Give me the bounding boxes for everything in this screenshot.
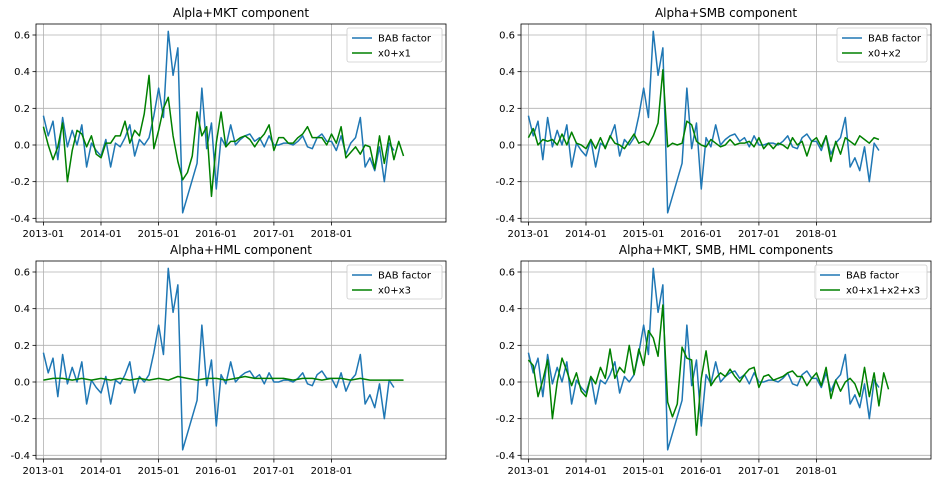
x-tick-label: 2016-01 [195,466,237,477]
y-tick-label: -0.4 [10,451,30,462]
series-line-bab-factor [42,30,395,214]
y-tick-label: -0.2 [495,414,515,425]
legend-label: x0+x1 [378,49,411,60]
chart-title: Alpla+MKT component [173,6,310,20]
chart-title: Alpha+MKT, SMB, HML components [619,243,833,257]
series-line-model [43,375,404,381]
y-tick-label: 0.2 [499,104,515,115]
x-tick-label: 2013-01 [508,229,550,240]
x-tick-label: 2017-01 [738,466,780,477]
x-tick-label: 2014-01 [565,229,607,240]
series-line-model [527,304,890,436]
subplot-2: 0.6 0.4 0.2 0.0 -0.2 -0.4 2013-01 2014-01 2015-0… [495,6,932,240]
x-tick-label: 2015-01 [138,229,180,240]
axes-frame [520,260,932,460]
y-tick-label: 0.4 [499,304,515,315]
x-tick-label: 2015-01 [138,466,180,477]
series-line-model [527,69,880,163]
subplot-4: 0.6 0.4 0.2 0.0 -0.2 -0.4 2013-01 2014-01 2015-0… [495,243,932,477]
subplot-3: 0.6 0.4 0.2 0.0 -0.2 -0.4 2013-01 2014-01 2015-0… [10,243,447,477]
x-tick-label: 2013-01 [508,466,550,477]
y-tick-label: -0.2 [10,177,30,188]
x-tick-label: 2015-01 [623,229,665,240]
y-tick-label: 0.6 [14,268,30,279]
axes-frame [520,23,932,223]
x-tick-label: 2017-01 [738,229,780,240]
chart-title: Alpha+HML component [170,243,312,257]
x-tick-label: 2017-01 [253,466,295,477]
y-tick-label: -0.4 [10,214,30,225]
chart-title: Alpha+SMB component [655,6,797,20]
axes-frame [35,23,447,223]
x-tick-label: 2013-01 [23,229,65,240]
x-tick-label: 2016-01 [680,229,722,240]
x-tick-label: 2014-01 [565,466,607,477]
x-tick-label: 2013-01 [23,466,65,477]
y-tick-label: 0.4 [499,67,515,78]
y-tick-label: -0.4 [495,214,515,225]
y-tick-label: 0.4 [14,67,30,78]
x-tick-label: 2018-01 [311,229,353,240]
y-tick-label: 0.0 [499,141,515,152]
series-line-model [42,74,405,198]
y-tick-label: -0.2 [495,177,515,188]
x-tick-label: 2014-01 [80,229,122,240]
subplot-1: 0.6 0.4 0.2 0.0 -0.2 -0.4 2013-01 2014-01 2015-0… [10,6,447,240]
legend-label: x0+x3 [378,286,411,297]
x-tick-label: 2017-01 [253,229,295,240]
y-tick-label: 0.0 [14,378,30,389]
y-tick-label: 0.0 [14,141,30,152]
y-tick-label: 0.0 [499,378,515,389]
legend-label: BAB factor [378,271,432,282]
y-tick-label: 0.6 [499,31,515,42]
y-tick-label: -0.2 [10,414,30,425]
x-tick-label: 2016-01 [195,229,237,240]
axes-frame [35,260,447,460]
legend-label: BAB factor [868,34,922,45]
x-tick-label: 2018-01 [796,229,838,240]
legend-label: x0+x1+x2+x3 [846,286,920,297]
legend-label: BAB factor [846,271,900,282]
y-tick-label: 0.6 [499,268,515,279]
legend-box [814,264,928,300]
x-tick-label: 2014-01 [80,466,122,477]
y-tick-label: 0.2 [14,341,30,352]
x-tick-label: 2015-01 [623,466,665,477]
y-tick-label: -0.4 [495,451,515,462]
x-tick-label: 2018-01 [796,466,838,477]
legend-label: BAB factor [378,34,432,45]
y-tick-label: 0.2 [499,341,515,352]
y-tick-label: 0.6 [14,31,30,42]
legend-label: x0+x2 [868,49,901,60]
y-tick-label: 0.4 [14,304,30,315]
x-tick-label: 2018-01 [311,466,353,477]
x-tick-label: 2016-01 [680,466,722,477]
y-tick-label: 0.2 [14,104,30,115]
